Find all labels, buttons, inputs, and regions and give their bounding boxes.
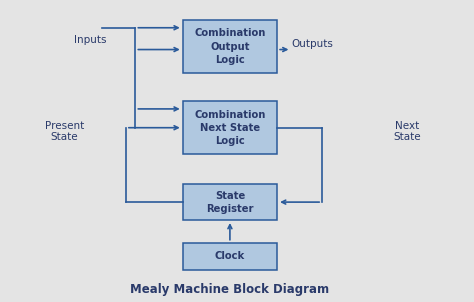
Text: State
Register: State Register [206, 191, 254, 214]
Text: Clock: Clock [215, 251, 245, 261]
Text: Inputs: Inputs [74, 35, 107, 45]
Text: Outputs: Outputs [292, 39, 333, 49]
Text: Combination
Next State
Logic: Combination Next State Logic [194, 110, 265, 146]
FancyBboxPatch shape [182, 184, 277, 220]
Text: Next
State: Next State [393, 121, 421, 142]
FancyBboxPatch shape [182, 101, 277, 154]
Text: Combination
Output
Logic: Combination Output Logic [194, 28, 265, 65]
Text: Mealy Machine Block Diagram: Mealy Machine Block Diagram [130, 283, 329, 296]
FancyBboxPatch shape [182, 243, 277, 270]
FancyBboxPatch shape [182, 20, 277, 73]
Text: Present
State: Present State [45, 121, 84, 142]
